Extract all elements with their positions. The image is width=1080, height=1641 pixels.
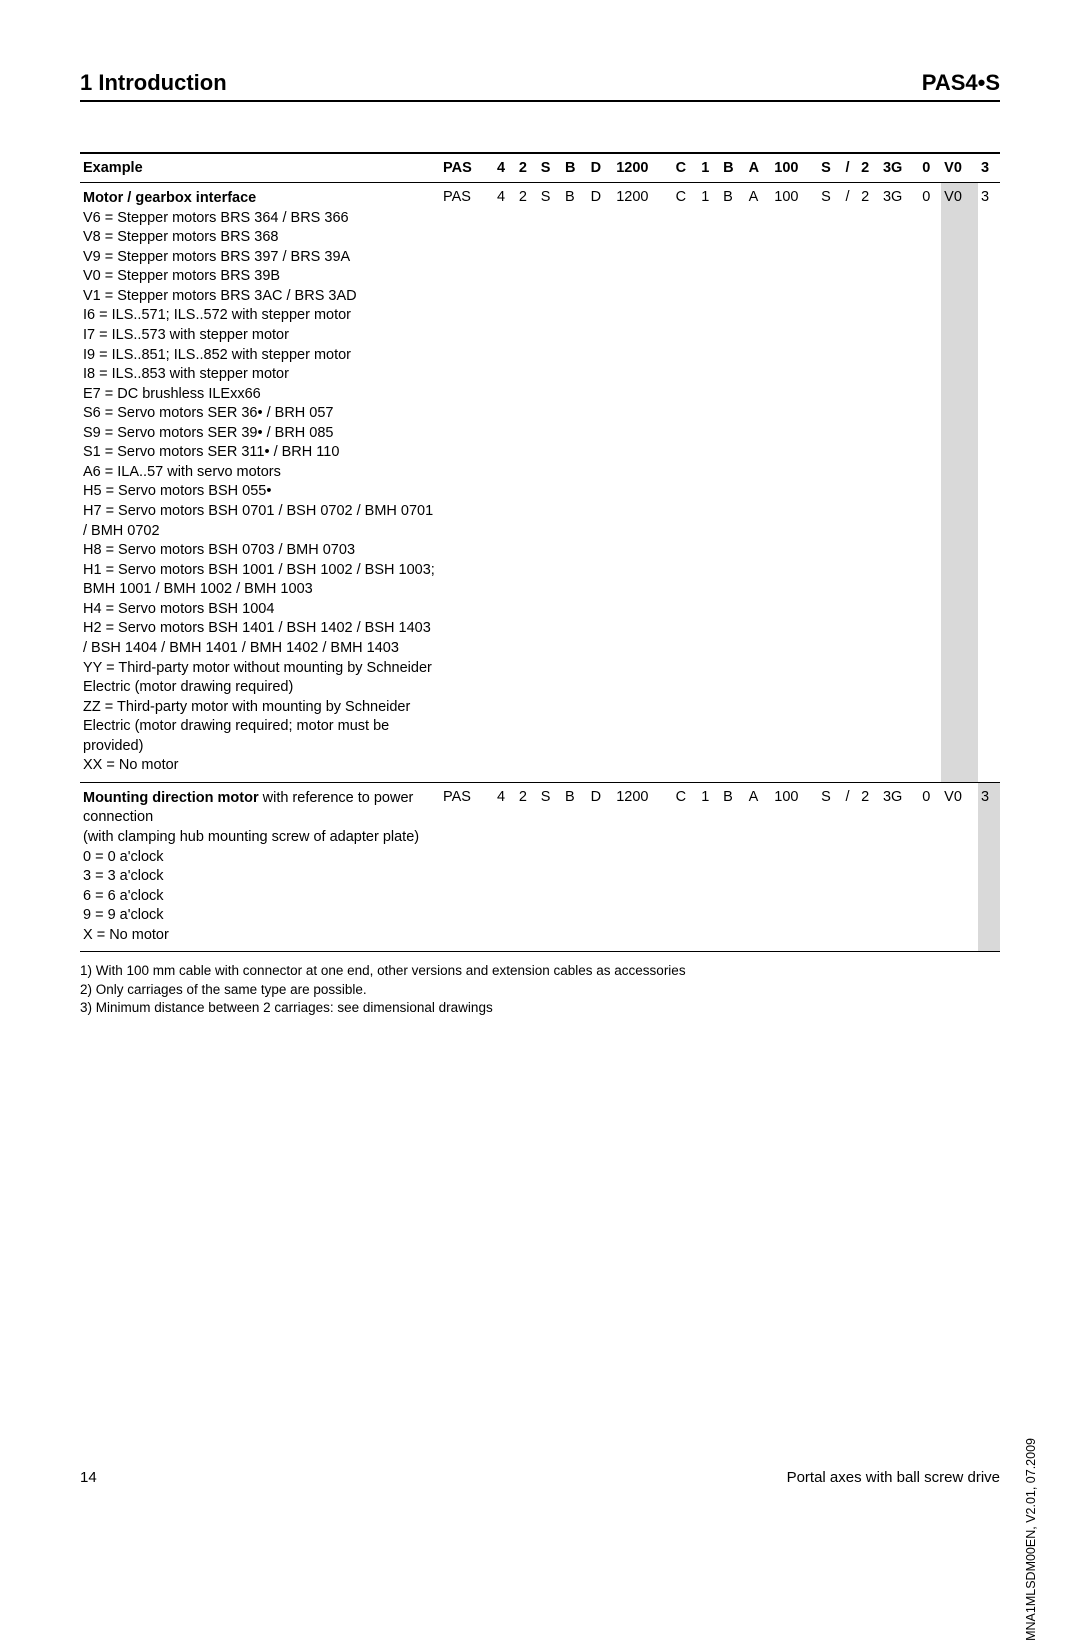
table-cell: 2	[858, 183, 880, 783]
table-cell: 1200	[613, 183, 672, 783]
page-footer: 14 Portal axes with ball screw drive	[80, 1469, 1000, 1486]
table-header-cell: /	[843, 153, 859, 183]
table-cell: 1200	[613, 782, 672, 952]
table-row: Motor / gearbox interfaceV6 = Stepper mo…	[80, 183, 1000, 783]
table-cell: 2	[858, 782, 880, 952]
table-header-cell: 3G	[880, 153, 919, 183]
table-cell: D	[588, 183, 614, 783]
table-cell: 100	[771, 782, 818, 952]
table-cell: D	[588, 782, 614, 952]
table-header-cell: 4	[494, 153, 516, 183]
spec-table: ExamplePAS42SBD1200C1BA100S/23G0V03 Moto…	[80, 152, 1000, 952]
table-cell: B	[562, 782, 588, 952]
table-header-cell: 0	[919, 153, 941, 183]
table-cell: S	[818, 782, 842, 952]
table-cell: B	[720, 183, 746, 783]
row-description: Motor / gearbox interfaceV6 = Stepper mo…	[80, 183, 440, 783]
page-header: 1 Introduction PAS4•S	[80, 70, 1000, 102]
table-header-row: ExamplePAS42SBD1200C1BA100S/23G0V03	[80, 153, 1000, 183]
table-header-cell: B	[720, 153, 746, 183]
table-cell: 4	[494, 183, 516, 783]
page-number: 14	[80, 1469, 97, 1486]
table-header-cell: V0	[941, 153, 978, 183]
footnotes: 1) With 100 mm cable with connector at o…	[80, 962, 1000, 1017]
table-cell: S	[818, 183, 842, 783]
table-row: Mounting direction motor with reference …	[80, 782, 1000, 952]
table-header-cell: A	[746, 153, 772, 183]
footnote-line: 1) With 100 mm cable with connector at o…	[80, 962, 1000, 980]
table-header-cell: 1	[698, 153, 720, 183]
table-header-cell: Example	[80, 153, 440, 183]
table-cell: 0	[919, 782, 941, 952]
table-cell: 3	[978, 183, 1000, 783]
table-cell: 3G	[880, 782, 919, 952]
table-header-cell: 2	[516, 153, 538, 183]
table-header-cell: 2	[858, 153, 880, 183]
table-cell: S	[538, 183, 562, 783]
table-cell: PAS	[440, 183, 494, 783]
table-cell: 1	[698, 782, 720, 952]
table-header-cell: D	[588, 153, 614, 183]
header-right: PAS4•S	[922, 70, 1000, 96]
table-cell: /	[843, 782, 859, 952]
side-label: MNA1MLSDM00EN, V2.01, 07.2009	[1024, 1438, 1038, 1641]
table-header-cell: C	[673, 153, 699, 183]
table-cell: V0	[941, 782, 978, 952]
table-cell: 1	[698, 183, 720, 783]
table-cell: V0	[941, 183, 978, 783]
table-cell: /	[843, 183, 859, 783]
table-header-cell: 100	[771, 153, 818, 183]
table-cell: PAS	[440, 782, 494, 952]
footnote-line: 2) Only carriages of the same type are p…	[80, 981, 1000, 999]
table-cell: C	[673, 183, 699, 783]
table-cell: B	[562, 183, 588, 783]
table-cell: A	[746, 183, 772, 783]
table-header-cell: S	[818, 153, 842, 183]
table-cell: 2	[516, 183, 538, 783]
table-cell: 0	[919, 183, 941, 783]
footnote-line: 3) Minimum distance between 2 carriages:…	[80, 999, 1000, 1017]
table-header-cell: PAS	[440, 153, 494, 183]
table-cell: 4	[494, 782, 516, 952]
footer-title: Portal axes with ball screw drive	[787, 1469, 1000, 1486]
table-cell: S	[538, 782, 562, 952]
header-left: 1 Introduction	[80, 70, 227, 96]
row-description: Mounting direction motor with reference …	[80, 782, 440, 952]
table-cell: B	[720, 782, 746, 952]
table-header-cell: 1200	[613, 153, 672, 183]
table-cell: C	[673, 782, 699, 952]
table-cell: A	[746, 782, 772, 952]
table-cell: 3	[978, 782, 1000, 952]
table-header-cell: S	[538, 153, 562, 183]
table-cell: 2	[516, 782, 538, 952]
table-header-cell: B	[562, 153, 588, 183]
table-header-cell: 3	[978, 153, 1000, 183]
table-cell: 100	[771, 183, 818, 783]
table-cell: 3G	[880, 183, 919, 783]
